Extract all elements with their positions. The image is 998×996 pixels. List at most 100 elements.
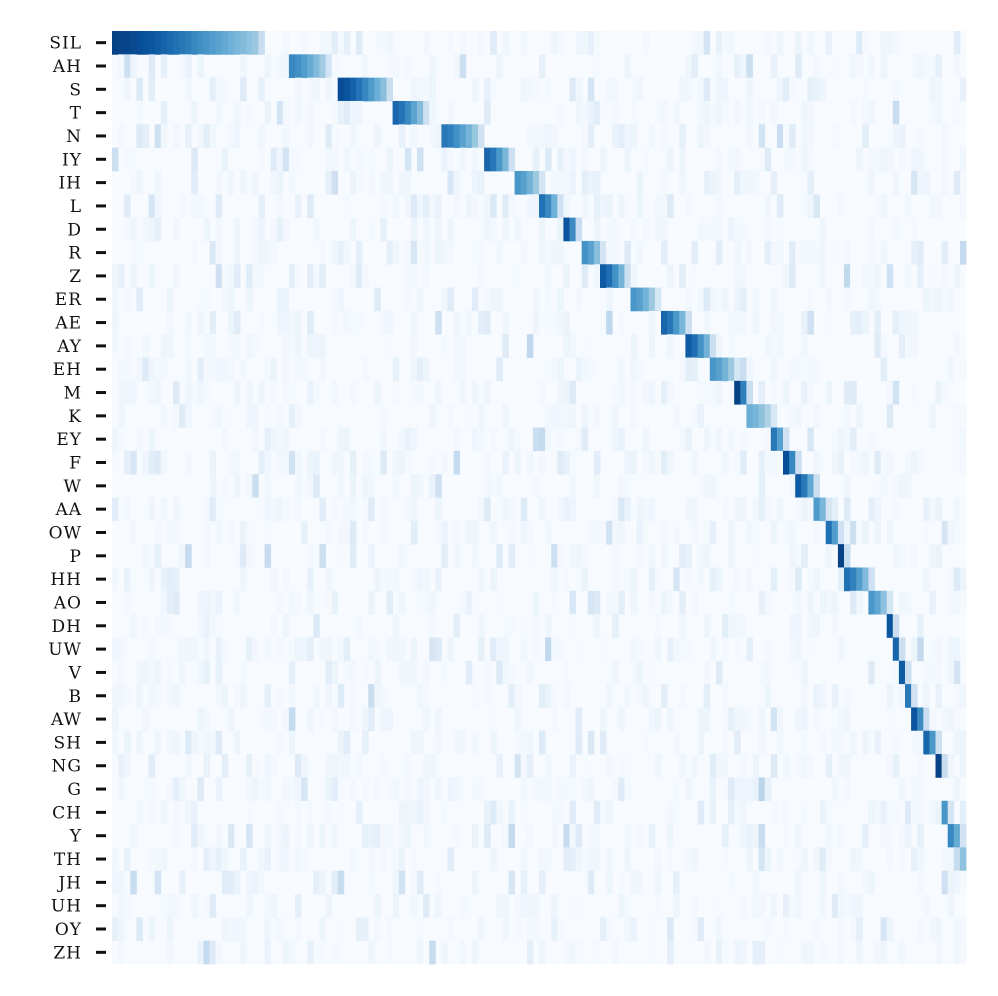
heatmap-cell [508, 544, 515, 568]
heatmap-cell [606, 264, 613, 288]
heatmap-cell [514, 917, 522, 942]
heatmap-cell [331, 660, 339, 685]
heatmap-cell [630, 264, 637, 288]
heatmap-cell [295, 54, 302, 79]
heatmap-cell [917, 240, 924, 265]
heatmap-cell [648, 824, 656, 848]
heatmap-cell [917, 637, 924, 662]
heatmap-cell [325, 170, 332, 195]
heatmap-cell [935, 660, 942, 685]
heatmap-cell [270, 894, 278, 918]
heatmap-cell [929, 707, 936, 732]
heatmap-cell [295, 777, 302, 802]
heatmap-cell [740, 357, 747, 382]
heatmap-cell [124, 147, 131, 172]
y-tick-label: IY [62, 150, 82, 170]
heatmap-cell [917, 870, 924, 895]
heatmap-cell [795, 707, 802, 732]
heatmap-cell [392, 567, 400, 592]
heatmap-cell [874, 334, 881, 358]
heatmap-cell [319, 824, 326, 848]
heatmap-cell [661, 310, 668, 335]
heatmap-cell [703, 660, 711, 685]
heatmap-cell [282, 614, 290, 638]
heatmap-cell [783, 450, 790, 475]
heatmap-cell [301, 637, 308, 662]
heatmap-cell [801, 240, 808, 265]
heatmap-cell [191, 660, 198, 685]
heatmap-cell [532, 427, 540, 452]
heatmap-cell [880, 31, 888, 55]
heatmap-cell [569, 217, 576, 242]
heatmap-cell [734, 707, 741, 732]
heatmap-cell [276, 170, 284, 195]
heatmap-cell [124, 450, 131, 475]
heatmap-cell [654, 194, 662, 218]
heatmap-cell [831, 707, 839, 732]
heatmap-cell [959, 754, 967, 778]
heatmap-cell [892, 124, 900, 149]
heatmap-cell [740, 170, 747, 195]
heatmap-cell [789, 450, 796, 475]
heatmap-cell [197, 31, 204, 55]
heatmap-cell [130, 54, 137, 79]
heatmap-cell [935, 637, 942, 662]
heatmap-cell [789, 147, 796, 172]
heatmap-cell [423, 217, 430, 242]
heatmap-cell [331, 54, 339, 79]
heatmap-cell [691, 31, 698, 55]
heatmap-cell [282, 31, 290, 55]
heatmap-cell [801, 544, 808, 568]
heatmap-cell [288, 707, 296, 732]
heatmap-cell [551, 357, 558, 382]
heatmap-cell [709, 567, 717, 592]
heatmap-cell [673, 870, 680, 895]
heatmap-cell [947, 637, 955, 662]
heatmap-cell [276, 824, 284, 848]
heatmap-cell [898, 590, 906, 615]
heatmap-cell [624, 194, 631, 218]
heatmap-cell [764, 404, 772, 428]
heatmap-cell [959, 147, 967, 172]
heatmap-cell [374, 287, 381, 312]
heatmap-cell [221, 427, 229, 452]
heatmap-cell [307, 77, 314, 102]
heatmap-cell [410, 77, 418, 102]
heatmap-cell [343, 31, 351, 55]
heatmap-cell [295, 917, 302, 942]
heatmap-cell [929, 404, 936, 428]
heatmap-cell [203, 217, 210, 242]
heatmap-cell [789, 124, 796, 149]
heatmap-cell [612, 520, 619, 545]
heatmap-cell [947, 754, 955, 778]
heatmap-cell [453, 54, 461, 79]
heatmap-cell [844, 264, 851, 288]
heatmap-cell [728, 147, 735, 172]
heatmap-cell [203, 544, 210, 568]
heatmap-cell [923, 54, 930, 79]
heatmap-cell [148, 217, 156, 242]
heatmap-cell [630, 77, 637, 102]
heatmap-cell [844, 707, 851, 732]
heatmap-cell [423, 590, 430, 615]
heatmap-cell [703, 380, 711, 405]
heatmap-cell [612, 427, 619, 452]
heatmap-cell [868, 870, 875, 895]
y-tick-label: AO [53, 593, 82, 613]
heatmap-cell [502, 147, 509, 172]
heatmap-cell [642, 31, 650, 55]
heatmap-cell [825, 31, 833, 55]
heatmap-cell [246, 544, 253, 568]
heatmap-cell [417, 380, 424, 405]
heatmap-cell [295, 824, 302, 848]
heatmap-cell [362, 917, 369, 942]
heatmap-cell [728, 777, 735, 802]
heatmap-cell [880, 917, 888, 942]
heatmap-cell [356, 240, 363, 265]
heatmap-cell [947, 824, 955, 848]
heatmap-cell [813, 520, 820, 545]
heatmap-cell [410, 567, 418, 592]
heatmap-cell [868, 800, 875, 825]
heatmap-cell [441, 287, 448, 312]
heatmap-cell [374, 894, 381, 918]
